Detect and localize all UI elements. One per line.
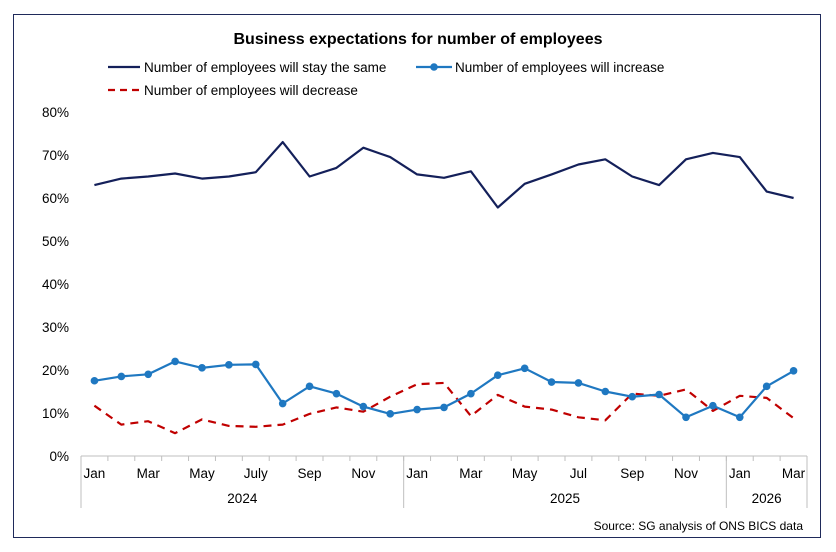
x-tick-label: May [512,466,538,481]
series-point-1 [90,376,99,385]
series-layer [90,141,798,435]
series-point-1 [386,410,395,418]
series-point-1 [413,405,421,414]
x-tick-label: July [244,466,268,481]
series-point-1 [789,367,798,375]
series-point-1 [305,382,314,391]
series-point-1 [171,357,179,366]
y-tick-label: 10% [42,406,69,421]
series-point-1 [278,399,287,408]
series-line-0 [94,141,794,209]
legend-marker-increase [430,63,438,71]
y-tick-label: 30% [42,320,69,335]
legend-item-decrease: Number of employees will decrease [108,83,358,98]
series-point-1 [493,371,502,379]
x-tick-label: Nov [351,466,375,481]
series-point-1 [547,378,556,386]
series-point-1 [440,403,448,412]
y-tick-label: 60% [42,191,69,206]
series-point-1 [574,379,583,387]
source-note: Source: SG analysis of ONS BICS data [594,519,804,533]
series-point-1 [655,390,663,399]
legend-item-stay-same: Number of employees will stay the same [108,60,386,75]
year-label: 2024 [227,491,258,506]
series-point-1 [601,387,610,396]
y-tick-label: 80% [42,105,69,120]
y-tick-label: 0% [49,449,69,464]
y-tick-label: 20% [42,363,69,378]
x-tick-label: Jul [570,466,587,481]
series-point-1 [762,382,771,391]
legend-label-stay-same: Number of employees will stay the same [144,60,386,75]
x-tick-label: Mar [459,466,483,481]
series-point-1 [117,372,126,381]
legend-label-increase: Number of employees will increase [455,60,664,75]
series-point-1 [251,360,260,369]
y-tick-label: 70% [42,148,69,163]
series-point-1 [520,364,529,373]
series-point-1 [628,392,637,401]
chart-title: Business expectations for number of empl… [234,31,603,48]
series-point-1 [682,413,690,422]
x-tick-label: Mar [782,466,806,481]
series-point-1 [359,402,368,411]
year-label: 2025 [550,491,580,506]
x-tick-label: May [189,466,215,481]
series-point-1 [198,364,206,372]
legend-label-decrease: Number of employees will decrease [144,83,358,98]
x-tick-label: Jan [729,466,751,481]
x-tick-label: Sep [620,466,644,481]
year-label: 2026 [752,491,782,506]
x-axis: Jan Mar May July Sep Nov Jan Mar May Jul Sep Nov Jan… [80,455,808,508]
series-point-1 [735,413,744,422]
y-tick-label: 50% [42,234,69,249]
series-point-1 [144,370,153,379]
x-tick-label: Sep [298,466,322,481]
x-tick-label: Mar [137,466,161,481]
legend-item-increase: Number of employees will increase [416,60,664,75]
legend: Number of employees will stay the same N… [108,60,664,98]
series-point-1 [467,389,475,398]
series-point-1 [225,361,233,369]
series-line-2 [93,381,795,435]
chart-frame [13,14,821,538]
series-point-1 [332,389,341,398]
y-axis: 0% 10% 20% 30% 40% 50% 60% 70% 80% [42,105,69,464]
series-point-1 [709,401,717,410]
y-tick-label: 40% [42,277,69,292]
x-tick-label: Jan [406,466,428,481]
x-tick-label: Jan [84,466,106,481]
x-tick-label: Nov [674,466,698,481]
